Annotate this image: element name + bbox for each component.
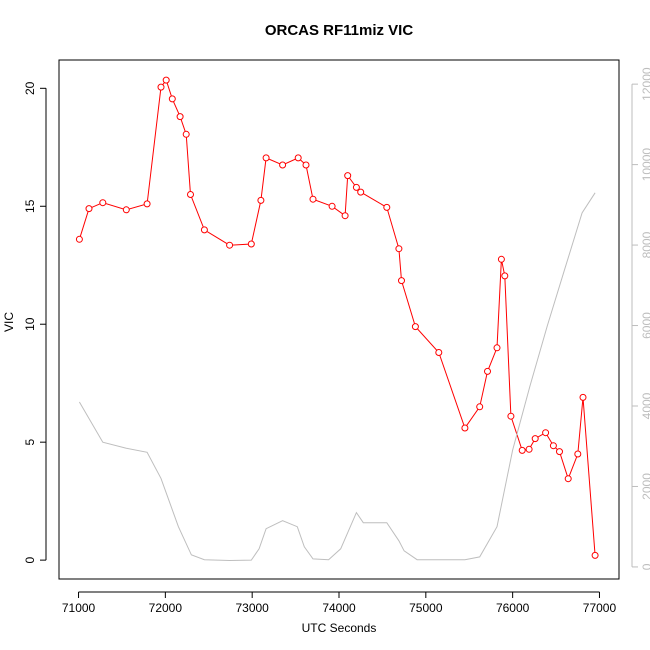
y-axis-label: VIC	[2, 312, 16, 332]
y2-tick-label: 0	[640, 563, 650, 570]
x-tick-label: 76000	[496, 601, 530, 615]
vic-data-point	[302, 161, 310, 169]
y2-tick-label: 6000	[640, 312, 650, 339]
y2-tick-label: 12000	[640, 67, 650, 101]
vic-data-point	[257, 196, 265, 204]
vic-data-point	[99, 199, 107, 207]
y2-tick-label: 8000	[640, 231, 650, 258]
x-tick-label: 72000	[149, 601, 183, 615]
vic-data-point	[143, 200, 151, 208]
y2-tick-label: 10000	[640, 148, 650, 182]
secondary-series-line	[78, 192, 596, 562]
vic-data-point	[411, 323, 419, 331]
vic-data-point	[395, 245, 403, 253]
vic-data-point	[357, 188, 365, 196]
vic-data-point	[556, 448, 563, 456]
vic-data-point	[187, 191, 194, 198]
vic-data-point	[591, 551, 599, 559]
vic-data-point	[344, 172, 352, 180]
x-tick-label: 73000	[235, 601, 269, 615]
x-tick-label: 74000	[322, 601, 356, 615]
y-tick-label: 10	[23, 317, 37, 331]
y-tick-label: 0	[23, 556, 37, 563]
x-tick-label: 75000	[409, 601, 443, 615]
vic-data-point	[328, 202, 336, 210]
vic-data-point	[182, 130, 190, 138]
y-tick-label: 5	[23, 439, 37, 446]
vic-data-point	[507, 412, 515, 420]
plot-area: 71000 72000 73000 74000 75000 76000 77000 0 5 10 1…	[23, 59, 650, 615]
y2-tick-label: 2000	[640, 473, 650, 500]
vic-data-point	[435, 349, 443, 356]
chart-title: ORCAS RF11miz VIC	[265, 22, 414, 39]
vic-data-point	[493, 344, 501, 352]
vic-data-point	[85, 205, 93, 213]
vic-data-point	[501, 272, 509, 280]
vic-data-point	[200, 226, 208, 234]
vic-data-point	[122, 206, 130, 214]
vic-data-point	[226, 241, 234, 249]
vic-data-point	[262, 154, 270, 162]
y2-tick-label: 4000	[640, 392, 650, 419]
x-axis-label: UTC Seconds	[302, 621, 377, 635]
vic-data-point	[279, 161, 287, 169]
vic-data-point	[309, 195, 317, 203]
x-tick-label: 77000	[583, 601, 617, 615]
vic-data-point	[352, 183, 360, 191]
vic-data-point	[461, 424, 469, 432]
vic-data-point	[579, 393, 587, 401]
vic-data-point	[168, 95, 176, 103]
vic-data-point	[497, 255, 505, 263]
vic-data-point	[484, 367, 491, 375]
vic-data-point	[176, 113, 184, 121]
vic-data-point	[549, 442, 557, 450]
vic-data-point	[75, 235, 83, 243]
plot-frame	[58, 59, 620, 580]
x-tick-label: 71000	[62, 601, 96, 615]
vic-data-point	[564, 475, 572, 483]
vic-data-point	[531, 435, 539, 443]
vic-data-point	[157, 83, 165, 91]
vic-data-point	[525, 445, 533, 453]
vic-data-point	[162, 76, 170, 84]
vic-data-point	[341, 212, 349, 220]
vic-data-point	[574, 450, 582, 458]
vic-data-point	[542, 429, 550, 437]
vic-data-point	[247, 240, 255, 248]
vic-data-point	[294, 154, 302, 162]
vic-data-point	[398, 277, 405, 285]
y-tick-label: 15	[23, 199, 37, 213]
vic-data-point	[518, 446, 526, 454]
vic-data-point	[383, 203, 391, 211]
y-tick-label: 20	[23, 81, 37, 95]
vic-data-point	[476, 403, 484, 411]
